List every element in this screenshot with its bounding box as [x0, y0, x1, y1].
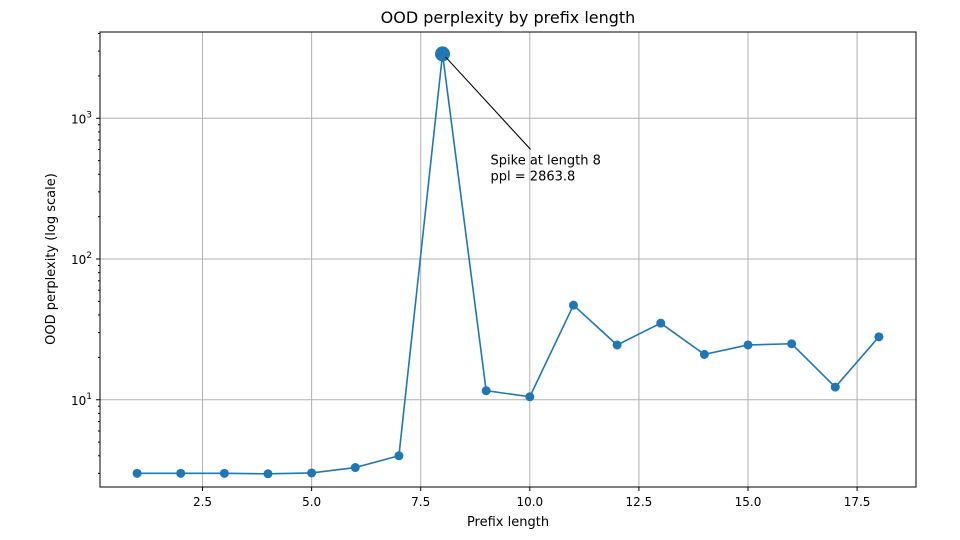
data-point [176, 468, 186, 478]
data-point [787, 339, 797, 349]
series-line [137, 53, 880, 475]
annotation-arrow [445, 56, 531, 150]
x-tick-label: 10.0 [516, 495, 543, 509]
data-point [263, 469, 273, 479]
x-axis-label: Prefix length [467, 515, 549, 530]
annotation-text: Spike at length 8 [491, 153, 601, 168]
data-point [568, 300, 578, 310]
data-point [743, 340, 753, 350]
x-tick-label: 7.5 [411, 495, 430, 509]
y-tick-label: 102 [71, 251, 92, 267]
y-axis-label: OOD perplexity (log scale) [44, 173, 59, 345]
data-point [481, 386, 491, 396]
data-point [656, 318, 666, 328]
y-tick-label: 101 [71, 392, 92, 408]
y-axis-ticks: 101 102 103 [71, 33, 100, 474]
x-tick-label: 15.0 [735, 495, 762, 509]
x-tick-label: 5.0 [302, 495, 321, 509]
series-line-group [132, 46, 884, 479]
data-point [219, 468, 229, 478]
grid-layer [100, 32, 916, 487]
data-point [830, 382, 840, 392]
data-point [307, 468, 317, 478]
x-axis-ticks: 2.5 5.0 7.5 10.0 12.5 15.0 17.5 [193, 487, 870, 509]
chart-title: OOD perplexity by prefix length [381, 8, 636, 27]
x-tick-label: 2.5 [193, 495, 212, 509]
y-tick-label: 103 [71, 110, 92, 126]
data-point [394, 451, 404, 461]
x-tick-label: 12.5 [626, 495, 653, 509]
data-point [132, 468, 142, 478]
data-point [612, 340, 622, 350]
x-tick-label: 17.5 [844, 495, 871, 509]
data-point [350, 463, 360, 473]
data-point [525, 392, 535, 402]
data-point [874, 332, 884, 342]
data-point [699, 349, 709, 359]
annotation-text: ppl = 2863.8 [491, 169, 576, 184]
